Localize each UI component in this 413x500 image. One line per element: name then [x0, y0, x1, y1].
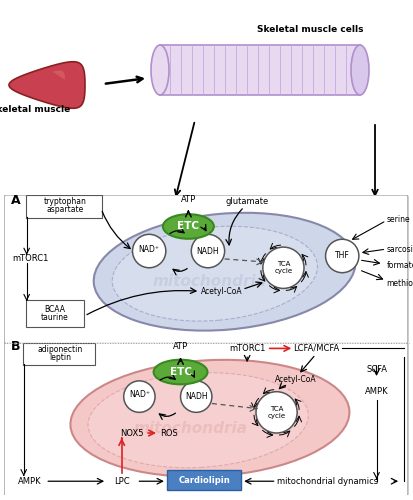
Text: NADH: NADH — [185, 392, 207, 401]
Ellipse shape — [88, 372, 308, 468]
Text: adiponectin: adiponectin — [37, 345, 83, 354]
Text: AMPK: AMPK — [365, 387, 388, 396]
Text: taurine: taurine — [41, 314, 69, 322]
Ellipse shape — [163, 214, 214, 239]
Text: NAD⁺: NAD⁺ — [129, 390, 150, 399]
Ellipse shape — [154, 360, 207, 384]
Ellipse shape — [351, 45, 369, 95]
Text: TCA
cycle: TCA cycle — [274, 262, 292, 274]
Text: ATP: ATP — [181, 195, 196, 204]
Ellipse shape — [151, 45, 169, 95]
Text: Acetyl-CoA: Acetyl-CoA — [201, 287, 242, 296]
Text: ETC: ETC — [169, 367, 192, 377]
Text: mitochondria: mitochondria — [133, 420, 247, 436]
Text: SCFA: SCFA — [366, 364, 387, 374]
Text: LPC: LPC — [114, 476, 130, 486]
Circle shape — [191, 234, 225, 268]
Text: Cardiolipin: Cardiolipin — [178, 476, 230, 484]
Circle shape — [263, 247, 304, 288]
Text: NADH: NADH — [197, 246, 219, 256]
Text: mitochondrial dynamics: mitochondrial dynamics — [277, 476, 378, 486]
Text: ATP: ATP — [173, 342, 188, 351]
Circle shape — [256, 392, 297, 433]
Circle shape — [325, 240, 359, 272]
Text: glutamate: glutamate — [225, 197, 269, 206]
Text: Skeletal muscle cells: Skeletal muscle cells — [257, 25, 363, 34]
Text: AMPK: AMPK — [18, 476, 41, 486]
Ellipse shape — [112, 226, 318, 321]
Text: B: B — [11, 340, 21, 353]
Circle shape — [123, 381, 155, 412]
Text: sarcosine: sarcosine — [386, 244, 413, 254]
Text: LCFA/MCFA: LCFA/MCFA — [293, 344, 339, 353]
Text: NOX5: NOX5 — [120, 428, 143, 438]
Text: methionine: methionine — [386, 279, 413, 288]
Text: Skeletal muscle: Skeletal muscle — [0, 105, 70, 114]
FancyBboxPatch shape — [160, 45, 360, 95]
Text: leptin: leptin — [49, 353, 71, 362]
FancyBboxPatch shape — [4, 195, 408, 344]
Text: Acetyl-CoA: Acetyl-CoA — [275, 376, 317, 384]
FancyBboxPatch shape — [167, 470, 241, 490]
Text: A: A — [11, 194, 21, 207]
Ellipse shape — [71, 360, 349, 476]
Text: TCA
cycle: TCA cycle — [268, 406, 286, 419]
FancyBboxPatch shape — [4, 342, 408, 496]
Text: serine: serine — [386, 215, 410, 224]
Circle shape — [180, 381, 212, 412]
Circle shape — [133, 234, 166, 268]
Text: ETC: ETC — [177, 222, 199, 232]
Text: mitochondria: mitochondria — [153, 274, 267, 289]
Text: formate: formate — [386, 262, 413, 270]
Text: tryptophan: tryptophan — [43, 198, 86, 206]
Polygon shape — [52, 70, 65, 80]
Polygon shape — [9, 62, 85, 108]
Text: mTORC1: mTORC1 — [229, 344, 266, 353]
Text: THF: THF — [335, 252, 350, 260]
Text: aspartate: aspartate — [46, 205, 83, 214]
Text: NAD⁺: NAD⁺ — [139, 244, 160, 254]
Ellipse shape — [94, 213, 356, 330]
Text: BCAA: BCAA — [45, 304, 66, 314]
Text: ROS: ROS — [160, 428, 178, 438]
Text: mTORC1: mTORC1 — [12, 254, 48, 264]
